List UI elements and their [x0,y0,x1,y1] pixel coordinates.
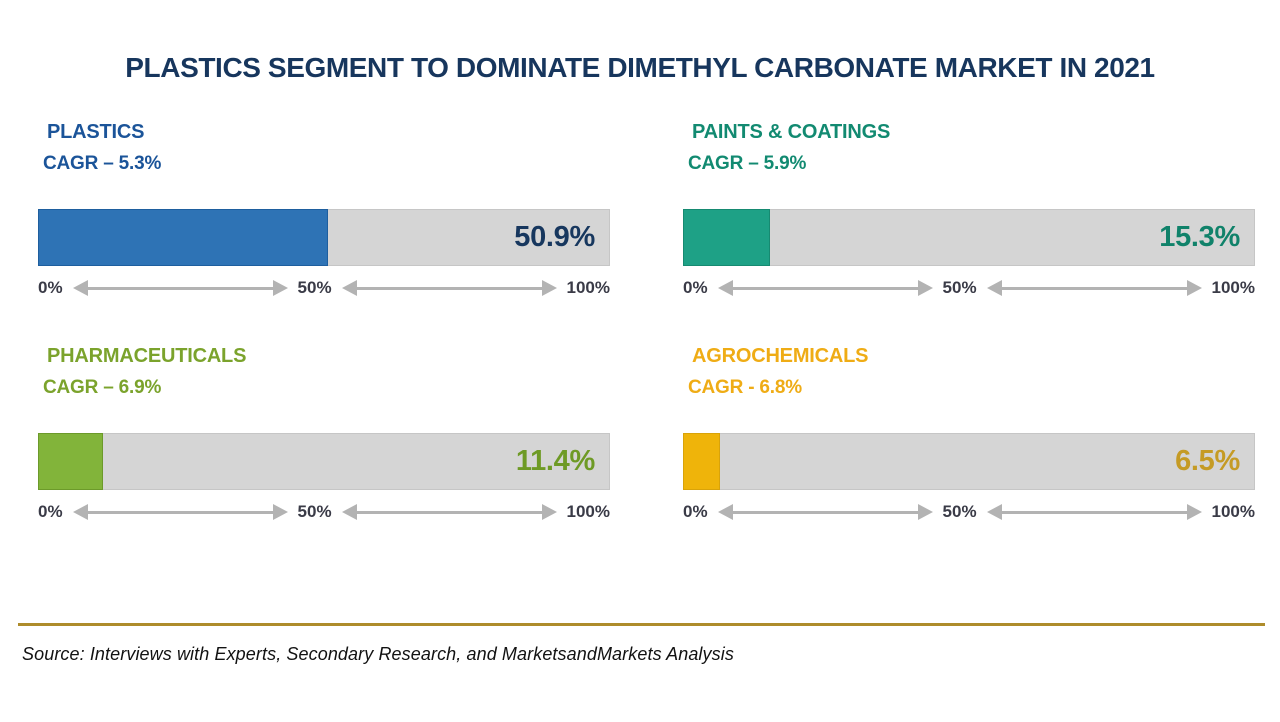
axis-tick-50: 50% [297,502,332,521]
page-title: PLASTICS SEGMENT TO DOMINATE DIMETHYL CA… [125,52,1155,83]
double-arrow-icon [717,504,933,520]
segment-cagr: CAGR – 6.9% [43,377,162,398]
bar-track: 15.3% [683,209,1255,266]
double-arrow-icon [341,280,557,296]
segment-label: PHARMACEUTICALS [47,345,247,367]
bar-track: 6.5% [683,433,1255,490]
segment-label: PLASTICS [47,121,145,143]
double-arrow-icon [986,280,1202,296]
axis-tick-0: 0% [38,278,63,297]
axis: 0% 50% 100% [683,278,1255,298]
bar-value-label: 15.3% [1159,221,1240,253]
axis-tick-50: 50% [297,278,332,297]
segment-cagr: CAGR – 5.9% [688,153,807,174]
bar-fill [683,209,771,266]
segment-panel-paints-coatings: PAINTS & COATINGS CAGR – 5.9% 15.3% 0% 5… [683,121,1255,298]
axis-tick-100: 100% [566,278,610,297]
bar-fill [38,433,103,490]
bar-value-label: 6.5% [1175,445,1240,477]
divider-line [18,623,1265,626]
axis-tick-0: 0% [38,502,63,521]
axis-tick-100: 100% [1211,502,1255,521]
bar-fill [683,433,721,490]
segment-cagr: CAGR – 5.3% [43,153,162,174]
segment-panel-pharmaceuticals: PHARMACEUTICALS CAGR – 6.9% 11.4% 0% 50%… [38,345,610,522]
segment-cagr: CAGR - 6.8% [688,377,802,398]
double-arrow-icon [341,504,557,520]
axis-tick-50: 50% [942,278,977,297]
axis-tick-100: 100% [1211,278,1255,297]
double-arrow-icon [72,504,288,520]
axis-tick-0: 0% [683,502,708,521]
double-arrow-icon [717,280,933,296]
bar-track: 11.4% [38,433,610,490]
segment-panel-plastics: PLASTICS CAGR – 5.3% 50.9% 0% 50% 100% [38,121,610,298]
axis: 0% 50% 100% [38,502,610,522]
bar-value-label: 50.9% [514,221,595,253]
double-arrow-icon [72,280,288,296]
axis: 0% 50% 100% [683,502,1255,522]
double-arrow-icon [986,504,1202,520]
bar-value-label: 11.4% [515,445,595,477]
axis-tick-100: 100% [566,502,610,521]
segment-panel-agrochemicals: AGROCHEMICALS CAGR - 6.8% 6.5% 0% 50% 10… [683,345,1255,522]
bar-fill [38,209,329,266]
axis: 0% 50% 100% [38,278,610,298]
chart-grid: PLASTICS CAGR – 5.3% 50.9% 0% 50% 100% P… [38,121,1255,522]
source-text: Source: Interviews with Experts, Seconda… [22,644,734,664]
segment-label: AGROCHEMICALS [692,345,869,367]
axis-tick-50: 50% [942,502,977,521]
axis-tick-0: 0% [683,278,708,297]
segment-label: PAINTS & COATINGS [692,121,891,143]
bar-track: 50.9% [38,209,610,266]
